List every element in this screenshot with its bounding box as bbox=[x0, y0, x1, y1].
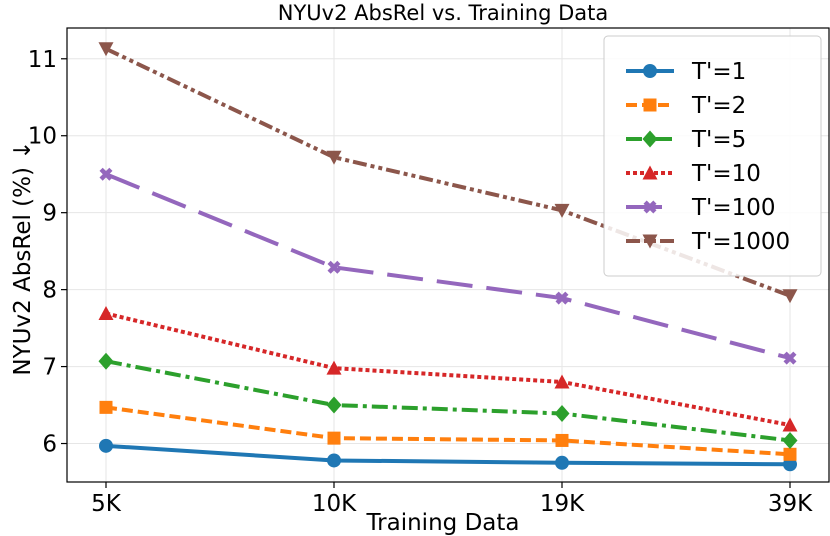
y-tick-label: 6 bbox=[42, 432, 57, 458]
legend-marker bbox=[643, 64, 657, 78]
data-point bbox=[555, 291, 569, 305]
series-3 bbox=[98, 352, 798, 449]
y-tick-label: 7 bbox=[42, 355, 57, 381]
grid-layer bbox=[67, 28, 829, 482]
x-tick-label: 19K bbox=[540, 491, 585, 517]
data-point bbox=[98, 305, 114, 320]
y-tick-label: 9 bbox=[42, 201, 57, 227]
x-tick-label: 10K bbox=[312, 491, 357, 517]
series-line bbox=[105, 405, 791, 457]
data-point bbox=[783, 447, 797, 461]
data-point bbox=[555, 433, 569, 447]
legend-label: T'=5 bbox=[691, 127, 746, 153]
data-point bbox=[327, 453, 341, 468]
data-point bbox=[327, 260, 341, 274]
y-tick-label: 8 bbox=[42, 278, 57, 304]
series-6 bbox=[98, 42, 798, 304]
legend-marker bbox=[642, 234, 658, 249]
x-tick-label: 39K bbox=[768, 491, 813, 517]
data-point bbox=[554, 203, 570, 218]
data-point bbox=[554, 374, 570, 389]
series-1 bbox=[99, 438, 797, 472]
legend-marker bbox=[643, 98, 657, 112]
data-point bbox=[782, 289, 798, 304]
y-tick-label: 10 bbox=[28, 124, 57, 150]
legend-marker bbox=[642, 130, 658, 148]
series-layer bbox=[98, 42, 798, 472]
x-tick-label: 5K bbox=[91, 491, 122, 517]
data-point bbox=[782, 417, 798, 432]
data-point bbox=[326, 360, 342, 375]
y-tick-label: 11 bbox=[28, 47, 57, 73]
data-point bbox=[327, 431, 341, 445]
data-point bbox=[554, 405, 570, 423]
legend-label: T'=1000 bbox=[691, 229, 790, 255]
data-point bbox=[783, 351, 797, 365]
legend-marker bbox=[642, 165, 658, 180]
data-point bbox=[326, 150, 342, 165]
data-point bbox=[99, 438, 113, 453]
data-point bbox=[782, 431, 798, 449]
legend-label: T'=2 bbox=[691, 93, 746, 119]
legend-label: T'=10 bbox=[691, 161, 761, 187]
data-point bbox=[98, 352, 114, 370]
series-2 bbox=[99, 400, 797, 461]
y-axis-label: NYUv2 AbsRel (%) ↓ bbox=[10, 140, 36, 375]
chart-title: NYUv2 AbsRel vs. Training Data bbox=[278, 1, 608, 25]
data-point bbox=[98, 42, 114, 57]
plot-frame bbox=[66, 27, 830, 483]
series-4 bbox=[98, 305, 798, 432]
series-line bbox=[105, 359, 791, 443]
legend-label: T'=1 bbox=[691, 59, 746, 85]
series-line bbox=[105, 46, 791, 298]
data-point bbox=[555, 455, 569, 470]
legend-marker bbox=[643, 200, 657, 214]
series-5 bbox=[99, 167, 797, 365]
x-axis-label: Training Data bbox=[366, 510, 520, 536]
series-line bbox=[105, 443, 791, 467]
ticks-layer: 6 7 8 9 10 11 5K 10K 19K 39K bbox=[28, 47, 813, 517]
data-point bbox=[99, 167, 113, 181]
series-line bbox=[105, 172, 791, 361]
data-point bbox=[99, 400, 113, 414]
data-point bbox=[326, 396, 342, 414]
legend: T'=1 T'=2 T'=5 T'=10 T'=100 T'=1000 bbox=[603, 35, 822, 277]
legend-label: T'=100 bbox=[691, 195, 776, 221]
legend-box bbox=[603, 35, 822, 277]
data-point bbox=[783, 457, 797, 472]
